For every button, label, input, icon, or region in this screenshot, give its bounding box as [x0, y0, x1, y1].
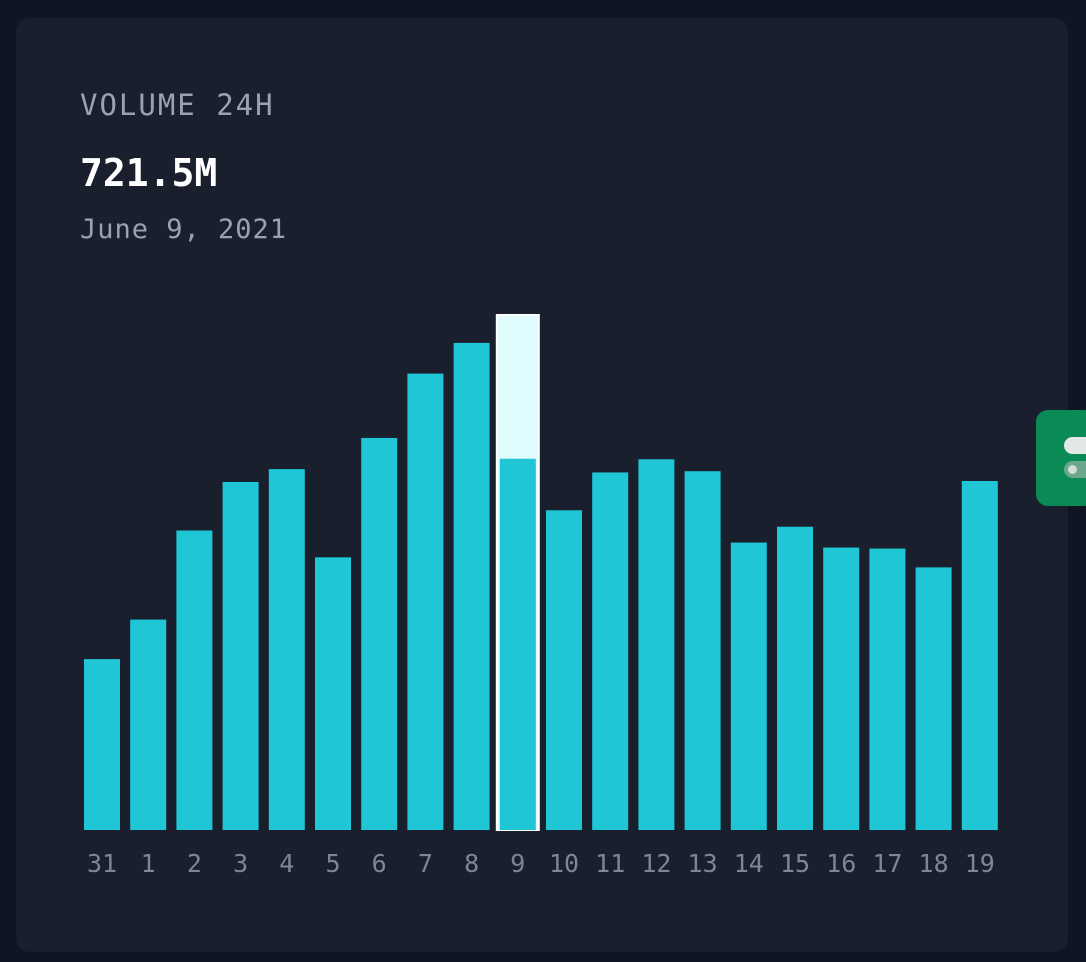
bar-9[interactable] [499, 458, 536, 830]
x-tick-label: 5 [325, 849, 340, 878]
volume-card: VOLUME 24H 721.5M June 9, 2021 31 1 2 3 4 5 6 7… [16, 18, 1068, 952]
bar-1[interactable] [130, 619, 167, 830]
bar-8[interactable] [453, 342, 490, 830]
x-tick-label: 19 [965, 849, 995, 878]
x-tick-label: 13 [688, 849, 718, 878]
bar-31[interactable] [84, 659, 120, 830]
bar-13[interactable] [684, 471, 721, 830]
bar-16[interactable] [823, 547, 860, 830]
bar-6[interactable] [361, 437, 398, 830]
bar-12[interactable] [638, 459, 675, 830]
x-tick-label: 18 [919, 849, 949, 878]
bar-3[interactable] [222, 481, 259, 830]
volume-value: 721.5M [80, 151, 218, 195]
bar-2[interactable] [176, 530, 213, 830]
bar-10[interactable] [546, 510, 582, 830]
x-tick-label: 10 [549, 849, 579, 878]
x-tick-label: 4 [279, 849, 294, 878]
bar-17[interactable] [869, 548, 906, 830]
toggle-icon-dot [1068, 465, 1077, 474]
x-tick-label: 12 [641, 849, 671, 878]
toggle-widget-button[interactable] [1036, 410, 1086, 506]
x-tick-label: 9 [510, 849, 525, 878]
chart-title: VOLUME 24H [80, 88, 275, 122]
x-tick-label: 7 [418, 849, 433, 878]
x-tick-label: 2 [187, 849, 202, 878]
bar-11[interactable] [592, 472, 629, 830]
bar-19[interactable] [961, 480, 998, 830]
x-tick-label: 1 [141, 849, 156, 878]
x-tick-label: 17 [872, 849, 902, 878]
bar-18[interactable] [915, 567, 952, 830]
volume-bar-chart[interactable]: 31 1 2 3 4 5 6 7 8 9 10 11 12 13 14 15 16 17 18 19 [16, 18, 1068, 952]
bar-5[interactable] [315, 557, 351, 830]
x-tick-label: 31 [87, 849, 117, 878]
volume-date: June 9, 2021 [80, 214, 288, 245]
bar-4[interactable] [268, 469, 305, 830]
bar-14[interactable] [730, 542, 767, 830]
x-tick-label: 8 [464, 849, 479, 878]
x-tick-label: 6 [372, 849, 387, 878]
x-tick-label: 3 [233, 849, 248, 878]
x-tick-label: 14 [734, 849, 764, 878]
bar-15[interactable] [777, 526, 813, 830]
x-tick-label: 15 [780, 849, 810, 878]
x-tick-label: 11 [595, 849, 625, 878]
x-tick-label: 16 [826, 849, 856, 878]
bar-7[interactable] [407, 373, 444, 830]
toggle-icon-pill-top [1064, 437, 1086, 454]
